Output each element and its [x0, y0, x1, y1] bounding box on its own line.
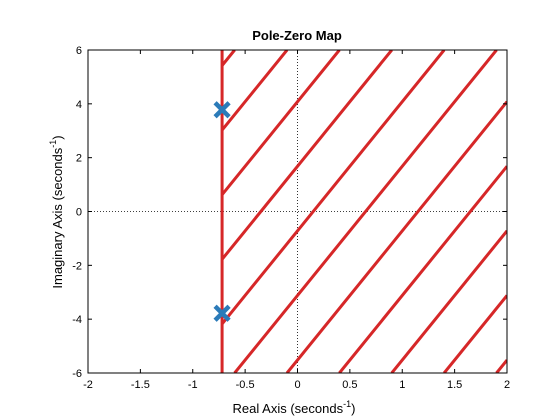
x-axis-label: Real Axis (seconds-1) [233, 399, 356, 416]
y-axis-label: Imaginary Axis (seconds-1) [48, 135, 65, 288]
x-tick-label: -1 [188, 379, 198, 391]
x-axis-label-end: ) [351, 401, 355, 416]
x-axis-label-text: Real Axis (seconds [233, 401, 344, 416]
x-axis-label-superscript: -1 [343, 399, 351, 409]
plot-area: -2 -1.5 -1 -0.5 0 0.5 1 1.5 2 -6 -4 -2 0 2 4 6 [72, 45, 510, 391]
y-axis-label-text: Imaginary Axis (seconds [50, 147, 65, 288]
pole-marker-stroke-b [213, 101, 231, 119]
y-tick-label: 2 [76, 153, 82, 165]
hatch-line-3 [338, 165, 507, 373]
y-axis-label-superscript: -1 [48, 140, 58, 148]
y-tick-label: -2 [72, 260, 82, 272]
hatch-line-4 [285, 100, 507, 373]
hatch-line-7 [220, 50, 393, 261]
y-axis-label-end: ) [50, 135, 65, 139]
x-tick-label: 1 [399, 379, 405, 391]
x-tick-label: 0 [294, 379, 300, 391]
x-tick-label: -1.5 [131, 379, 150, 391]
x-tick-label: 0.5 [342, 379, 357, 391]
y-tick-label: -4 [72, 314, 82, 326]
hatch-line-9 [220, 50, 289, 132]
x-tick-label: 2 [504, 379, 510, 391]
pole-marker-1 [213, 304, 231, 322]
x-tick-label: 1.5 [447, 379, 462, 391]
hatch-line-2 [390, 229, 507, 373]
y-tick-label: 0 [76, 207, 82, 219]
hatch-line-10 [220, 50, 236, 67]
pole-marker-stroke-b [213, 304, 231, 322]
hatch-line-5 [233, 50, 498, 373]
region-hatch-group [220, 50, 507, 373]
hatch-line-8 [220, 50, 341, 196]
y-tick-label: 6 [76, 45, 82, 57]
hatch-line-0 [495, 359, 507, 373]
y-tick-label: -6 [72, 368, 82, 380]
x-tick-label: -2 [83, 379, 93, 391]
hatch-line-1 [442, 294, 507, 373]
x-tick-label: -0.5 [236, 379, 255, 391]
hatch-line-6 [220, 50, 446, 325]
pole-marker-0 [213, 101, 231, 119]
y-tick-label: 4 [76, 99, 82, 111]
chart-title: Pole-Zero Map [252, 28, 342, 43]
